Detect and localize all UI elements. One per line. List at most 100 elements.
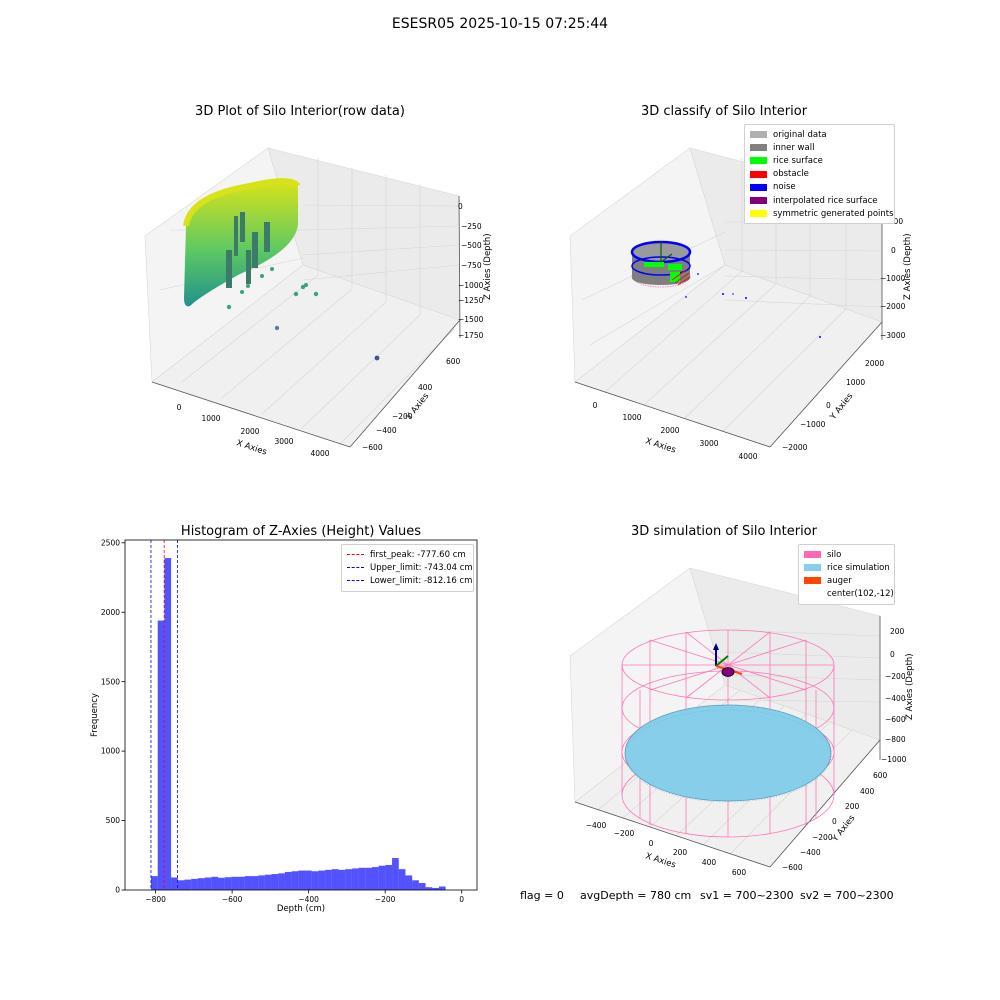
classify-zlabel: Z Axies (Depth) xyxy=(903,233,913,300)
classify-xtick: 4000 xyxy=(738,452,757,461)
histogram-ylabel: Frequency xyxy=(90,693,100,737)
raw-silo-band xyxy=(184,181,298,307)
histogram-ytick-label: 500 xyxy=(106,816,121,825)
classify-ytick: 2000 xyxy=(865,359,884,368)
histogram-xtick-label: −800 xyxy=(145,895,166,904)
histogram-xtick-label: −200 xyxy=(375,895,396,904)
histogram-bar xyxy=(177,880,185,890)
histogram-bar xyxy=(371,867,379,890)
histogram-bar xyxy=(204,877,212,890)
histogram-bar xyxy=(264,874,272,890)
histogram-bar xyxy=(191,878,198,890)
histogram-bar xyxy=(197,878,205,890)
classify-legend: original data inner wall rice surface ob… xyxy=(744,124,895,225)
legend-label: center(102,-12) xyxy=(827,589,894,600)
legend-swatch xyxy=(750,131,767,139)
legend-item-silo: silo xyxy=(804,548,889,561)
legend-label: Upper_limit: -743.04 cm xyxy=(370,562,473,573)
histogram-bar xyxy=(164,558,172,890)
histogram-bar xyxy=(251,876,259,890)
raw-ztick: −500 xyxy=(461,241,482,250)
histogram-bar xyxy=(331,869,339,890)
raw-ztick: −1750 xyxy=(458,331,484,340)
histogram-frame xyxy=(124,539,478,891)
legend-label: symmetric generated points xyxy=(773,208,894,219)
raw-ztick: −250 xyxy=(461,222,482,231)
histogram-bar xyxy=(271,874,279,890)
histogram-bar xyxy=(438,886,446,890)
histogram-bar xyxy=(378,865,386,890)
legend-label: inner wall xyxy=(773,142,815,153)
legend-swatch xyxy=(750,183,767,191)
raw-xtick: 0 xyxy=(177,403,182,412)
raw-ztick: −1000 xyxy=(458,281,484,290)
sim-xtick: 400 xyxy=(702,858,717,867)
legend-label: Lower_limit: -812.16 cm xyxy=(370,575,473,586)
simulation-legend: silo rice simulation auger center(102,-1… xyxy=(798,544,895,605)
sim-ytick: −600 xyxy=(782,863,803,872)
classify-ztick: −1000 xyxy=(880,274,906,283)
histogram-bar xyxy=(244,876,252,890)
sim-ytick: 600 xyxy=(873,771,888,780)
avg-depth-status: avgDepth = 780 cm xyxy=(580,889,692,902)
histogram-bar xyxy=(345,869,352,890)
histogram-bar xyxy=(351,868,359,890)
sim-zlabel: Z Axies (Depth) xyxy=(905,653,915,720)
raw-ztick: −1250 xyxy=(458,296,484,305)
histogram-bar xyxy=(258,875,265,890)
histogram-bar xyxy=(318,870,326,890)
legend-line xyxy=(347,554,364,556)
sim-rice-surface xyxy=(624,704,832,802)
legend-item-center: center(102,-12) xyxy=(804,588,894,601)
classify-xtick: 1000 xyxy=(622,413,641,422)
histogram-bar xyxy=(338,869,346,890)
histogram-bar xyxy=(238,876,245,890)
histogram-bar xyxy=(184,879,192,890)
histogram-bar xyxy=(305,870,312,890)
histogram-ytick-label: 2000 xyxy=(101,608,120,617)
legend-item-obstacle: obstacle xyxy=(750,168,889,181)
raw-ztick: −750 xyxy=(461,261,482,270)
histogram-title: Histogram of Z-Axies (Height) Values xyxy=(180,524,422,539)
legend-item-symmetric: symmetric generated points xyxy=(750,207,894,220)
histogram-bar xyxy=(365,867,372,890)
histogram-bar xyxy=(398,869,406,890)
legend-label: noise xyxy=(773,182,796,193)
raw-ztick: 0 xyxy=(458,202,463,211)
sim-silo-model xyxy=(621,629,835,838)
legend-line xyxy=(347,567,364,569)
classify-ytick: 0 xyxy=(826,401,831,410)
classify-ylabel: Y Axies xyxy=(828,391,856,423)
histogram-bar xyxy=(224,877,232,890)
raw-ytick: −600 xyxy=(362,443,383,452)
histogram-bar xyxy=(217,877,225,890)
histogram-bar xyxy=(385,865,393,890)
legend-label: auger xyxy=(827,575,852,586)
sim-ytick: 200 xyxy=(845,802,860,811)
histogram-bar xyxy=(284,871,292,890)
raw-zlabel: Z Axies (Depth) xyxy=(483,233,493,300)
classify-point-cloud xyxy=(630,240,821,338)
raw-ylabel: Y Axies xyxy=(404,391,432,423)
histogram-bar xyxy=(325,869,332,890)
histogram-xtick-label: −600 xyxy=(222,895,243,904)
raw-ytick: −200 xyxy=(392,412,413,421)
legend-item-noise: noise xyxy=(750,181,889,194)
histogram-xlabel: Depth (cm) xyxy=(277,904,325,914)
legend-swatch xyxy=(804,551,821,559)
sim-auger xyxy=(713,643,743,677)
histogram-xtick-label: 0 xyxy=(459,895,464,904)
histogram-bar xyxy=(358,867,366,890)
legend-item-interpolated: interpolated rice surface xyxy=(750,194,889,207)
histogram-bar xyxy=(171,877,178,890)
simulation-plot-title: 3D simulation of Silo Interior xyxy=(631,524,817,539)
histogram-bar xyxy=(425,887,433,890)
raw-ztick: −1500 xyxy=(458,315,484,324)
legend-label: first_peak: -777.60 cm xyxy=(370,549,466,560)
legend-swatch xyxy=(750,210,767,218)
histogram-ytick-label: 1000 xyxy=(101,747,120,756)
classify-ytick: 1000 xyxy=(846,378,865,387)
sv1-status: sv1 = 700~2300 xyxy=(700,889,794,902)
legend-swatch xyxy=(804,577,821,585)
